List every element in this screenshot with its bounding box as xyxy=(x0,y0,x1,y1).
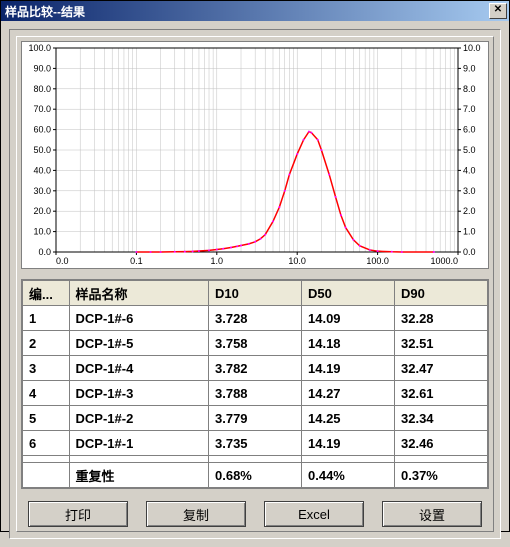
table-cell: DCP-1#-6 xyxy=(69,306,209,331)
table-cell: 14.19 xyxy=(302,356,395,381)
table-header[interactable]: 编... xyxy=(23,281,70,306)
svg-text:10.0: 10.0 xyxy=(288,256,306,266)
summary-cell: 0.37% xyxy=(395,463,488,488)
table-cell: 3.782 xyxy=(209,356,302,381)
svg-text:5.0: 5.0 xyxy=(463,145,476,155)
copy-button[interactable]: 复制 xyxy=(146,501,246,527)
table-row[interactable]: 1DCP-1#-63.72814.0932.28 xyxy=(23,306,488,331)
table-cell: 14.09 xyxy=(302,306,395,331)
svg-text:0.1: 0.1 xyxy=(130,256,143,266)
print-button[interactable]: 打印 xyxy=(28,501,128,527)
table-row[interactable]: 5DCP-1#-23.77914.2532.34 xyxy=(23,406,488,431)
table-row[interactable]: 6DCP-1#-13.73514.1932.46 xyxy=(23,431,488,456)
client-area: 0.010.020.030.040.050.060.070.080.090.01… xyxy=(1,21,509,547)
dialog-window: 样品比较--结果 ✕ 0.010.020.030.040.050.060.070… xyxy=(0,0,510,532)
table-cell: 14.27 xyxy=(302,381,395,406)
table-cell: 32.34 xyxy=(395,406,488,431)
excel-button[interactable]: Excel xyxy=(264,501,364,527)
svg-text:10.0: 10.0 xyxy=(33,227,51,237)
button-row: 打印 复制 Excel 设置 xyxy=(21,501,489,527)
table-cell: 3.728 xyxy=(209,306,302,331)
svg-text:30.0: 30.0 xyxy=(33,186,51,196)
table-header[interactable]: D10 xyxy=(209,281,302,306)
svg-text:3.0: 3.0 xyxy=(463,186,476,196)
svg-text:1.0: 1.0 xyxy=(211,256,224,266)
svg-text:0.0: 0.0 xyxy=(463,247,476,257)
main-panel: 0.010.020.030.040.050.060.070.080.090.01… xyxy=(9,29,501,539)
table-cell: DCP-1#-4 xyxy=(69,356,209,381)
svg-text:9.0: 9.0 xyxy=(463,63,476,73)
table-cell: 3.788 xyxy=(209,381,302,406)
settings-button[interactable]: 设置 xyxy=(382,501,482,527)
svg-text:0.0: 0.0 xyxy=(56,256,69,266)
table-header[interactable]: D50 xyxy=(302,281,395,306)
results-table: 编...样品名称D10D50D90 1DCP-1#-63.72814.0932.… xyxy=(22,280,488,488)
table-cell: 6 xyxy=(23,431,70,456)
table-cell: DCP-1#-2 xyxy=(69,406,209,431)
svg-text:80.0: 80.0 xyxy=(33,84,51,94)
svg-text:1000.0: 1000.0 xyxy=(430,256,458,266)
table-cell: 2 xyxy=(23,331,70,356)
svg-text:2.0: 2.0 xyxy=(463,206,476,216)
titlebar: 样品比较--结果 ✕ xyxy=(1,1,509,21)
table-header[interactable]: D90 xyxy=(395,281,488,306)
table-row[interactable]: 2DCP-1#-53.75814.1832.51 xyxy=(23,331,488,356)
svg-text:20.0: 20.0 xyxy=(33,206,51,216)
svg-text:6.0: 6.0 xyxy=(463,125,476,135)
table-cell: 14.18 xyxy=(302,331,395,356)
table-cell: 1 xyxy=(23,306,70,331)
table-cell: 32.46 xyxy=(395,431,488,456)
inner-panel: 0.010.020.030.040.050.060.070.080.090.01… xyxy=(16,36,494,532)
results-table-wrap: 编...样品名称D10D50D90 1DCP-1#-63.72814.0932.… xyxy=(21,279,489,489)
svg-text:90.0: 90.0 xyxy=(33,63,51,73)
svg-text:8.0: 8.0 xyxy=(463,84,476,94)
svg-text:7.0: 7.0 xyxy=(463,104,476,114)
table-cell: DCP-1#-1 xyxy=(69,431,209,456)
table-cell: 3 xyxy=(23,356,70,381)
summary-cell: 0.44% xyxy=(302,463,395,488)
close-icon[interactable]: ✕ xyxy=(489,3,507,19)
summary-cell: 0.68% xyxy=(209,463,302,488)
svg-text:0.0: 0.0 xyxy=(38,247,51,257)
svg-text:100.0: 100.0 xyxy=(366,256,389,266)
svg-text:1.0: 1.0 xyxy=(463,227,476,237)
table-row[interactable]: 3DCP-1#-43.78214.1932.47 xyxy=(23,356,488,381)
table-cell: 3.779 xyxy=(209,406,302,431)
window-title: 样品比较--结果 xyxy=(5,3,489,20)
table-cell: 32.28 xyxy=(395,306,488,331)
svg-text:50.0: 50.0 xyxy=(33,145,51,155)
summary-cell xyxy=(23,463,70,488)
table-cell: 5 xyxy=(23,406,70,431)
svg-text:10.0: 10.0 xyxy=(463,43,481,53)
summary-row: 重复性0.68%0.44%0.37% xyxy=(23,463,488,488)
table-cell: 3.735 xyxy=(209,431,302,456)
table-row[interactable]: 4DCP-1#-33.78814.2732.61 xyxy=(23,381,488,406)
table-cell: 32.51 xyxy=(395,331,488,356)
table-cell: 14.25 xyxy=(302,406,395,431)
svg-text:100.0: 100.0 xyxy=(28,43,51,53)
table-cell: DCP-1#-3 xyxy=(69,381,209,406)
table-cell: 32.61 xyxy=(395,381,488,406)
table-cell: 14.19 xyxy=(302,431,395,456)
svg-text:40.0: 40.0 xyxy=(33,165,51,175)
table-header[interactable]: 样品名称 xyxy=(69,281,209,306)
table-cell: DCP-1#-5 xyxy=(69,331,209,356)
table-cell: 3.758 xyxy=(209,331,302,356)
svg-text:70.0: 70.0 xyxy=(33,104,51,114)
table-cell: 4 xyxy=(23,381,70,406)
svg-text:60.0: 60.0 xyxy=(33,125,51,135)
distribution-chart: 0.0 10.0 20.0 30.0 40.0 50.0 60.0 70.0 80.0 90.0 1… xyxy=(21,41,489,269)
svg-text:4.0: 4.0 xyxy=(463,165,476,175)
table-cell: 32.47 xyxy=(395,356,488,381)
summary-cell: 重复性 xyxy=(69,463,209,488)
